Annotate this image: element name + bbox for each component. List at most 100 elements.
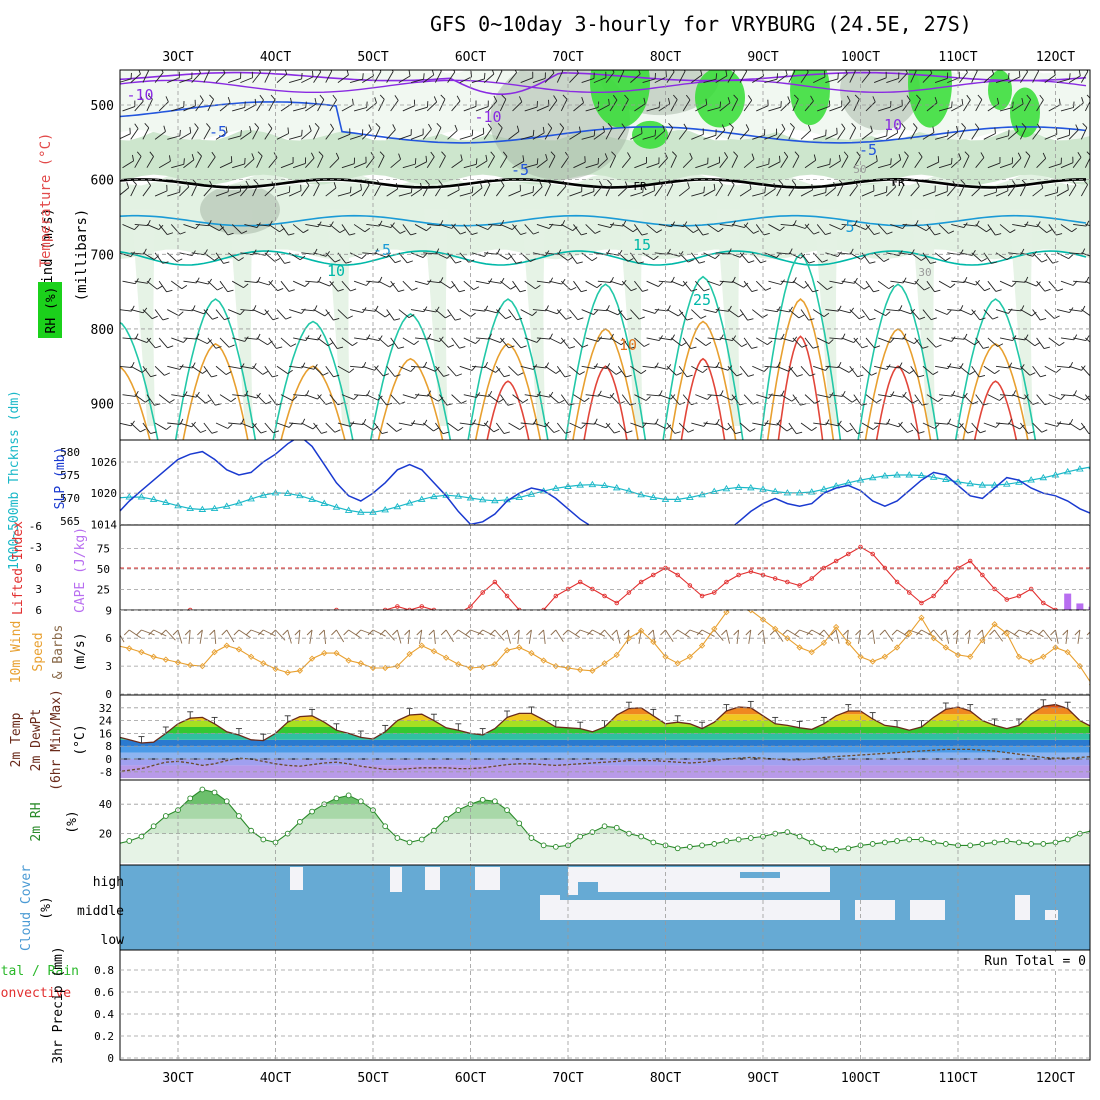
wind-barb-staff xyxy=(390,337,399,349)
wind-barb-feather xyxy=(498,398,504,403)
wind-barb-feather xyxy=(870,125,873,132)
wind-barb xyxy=(451,154,463,169)
wind-barb-staff xyxy=(349,189,362,197)
wind-barb-feather xyxy=(425,155,428,162)
wind-barb-feather xyxy=(505,315,512,320)
wind-barb-feather xyxy=(768,158,770,165)
wind-barb-feather xyxy=(768,393,773,399)
wind-barb xyxy=(548,337,566,345)
wind10-barb-feather xyxy=(660,629,666,636)
wind10-barb xyxy=(1030,629,1044,638)
wind-barb-feather xyxy=(951,336,956,342)
wind10-speed-point xyxy=(1003,630,1010,637)
wind-barb xyxy=(1094,366,1100,376)
wind-barb-staff xyxy=(398,422,412,426)
wind-barb-staff xyxy=(963,280,977,286)
ytick-upper: 600 xyxy=(91,174,114,189)
wind-barb-staff xyxy=(878,163,891,169)
wind-barb-staff xyxy=(532,186,543,197)
wind-barb-staff xyxy=(402,280,413,291)
wind-barb-staff xyxy=(134,156,142,168)
wind-barb xyxy=(313,179,320,197)
wind-barb-staff xyxy=(451,224,461,235)
wind-barb-staff xyxy=(120,78,132,83)
wind-barb-feather xyxy=(163,125,166,132)
wind-barb-staff xyxy=(329,337,338,349)
wind-barb-feather xyxy=(318,70,322,73)
wind-barb-staff xyxy=(691,309,702,319)
wind-barb-feather xyxy=(580,423,586,429)
wind-barb-feather xyxy=(1095,344,1100,347)
wind-barb-staff xyxy=(426,101,437,112)
wind-barb-feather xyxy=(924,286,930,291)
wind-barb xyxy=(228,363,245,370)
wind-barb-staff xyxy=(898,72,908,83)
wind-barb xyxy=(690,252,706,264)
wind-barb-feather xyxy=(227,289,234,293)
wind-barb-staff xyxy=(569,309,579,320)
wind-barb-staff xyxy=(959,127,966,140)
cloud-gap xyxy=(578,867,598,882)
wind10-barb-feather xyxy=(428,629,435,636)
thickness-point xyxy=(917,471,926,478)
thickness-point xyxy=(417,495,426,502)
wind-barb-feather xyxy=(520,232,527,236)
wind-barb-feather xyxy=(299,255,306,261)
wind-barb-feather xyxy=(604,153,608,160)
wind-barb xyxy=(975,94,983,112)
wind-barb xyxy=(951,98,964,112)
thickness-point xyxy=(405,499,414,506)
wind-barb-staff xyxy=(154,422,167,430)
wind-barb-feather xyxy=(244,336,249,342)
wind10-barb-feather xyxy=(879,629,886,636)
wind-barb-feather xyxy=(806,70,809,73)
wind-barb xyxy=(378,280,395,288)
wind-barb xyxy=(642,184,655,197)
wind-barb-feather xyxy=(1084,395,1090,401)
wind-barb-feather xyxy=(459,289,466,293)
wind-barb-feather xyxy=(671,151,677,157)
wind-barb-staff xyxy=(195,155,202,168)
wind-barb xyxy=(349,183,362,197)
ylabel-temperature: Temperature (°C) xyxy=(38,133,54,268)
wind-barb-staff xyxy=(971,128,980,140)
wind-barb-feather xyxy=(398,153,402,160)
ylabel-slp: SLP (mb) xyxy=(53,447,68,510)
wind-barb-staff xyxy=(305,280,319,283)
wind-barb-staff xyxy=(386,422,397,432)
wind-barb-staff xyxy=(926,394,939,402)
wind-barb-staff xyxy=(228,135,241,140)
wind-barb-staff xyxy=(439,280,451,289)
wind-barb-feather xyxy=(460,154,463,161)
wind-barb xyxy=(120,420,135,427)
wind-barb-staff xyxy=(902,155,909,168)
wind-barb-staff xyxy=(617,128,626,140)
wind-barb-staff xyxy=(630,309,640,320)
wind-barb-feather xyxy=(838,154,841,161)
wind-barb-staff xyxy=(471,422,485,427)
wind-barb-staff xyxy=(877,224,888,235)
wind-barb-feather xyxy=(778,179,784,185)
wind-barb-staff xyxy=(219,161,233,169)
lifted-index-point xyxy=(152,622,156,626)
wind-barb xyxy=(215,185,229,197)
wind-barb-feather xyxy=(379,151,385,157)
wind-barb-staff xyxy=(873,252,885,262)
cloud-gap xyxy=(390,867,402,892)
wind-barb xyxy=(743,224,760,234)
wind-barb xyxy=(232,101,246,112)
wind-barb xyxy=(475,154,488,169)
wind-barb-feather xyxy=(533,231,540,235)
wind-barb-staff xyxy=(678,309,688,321)
wind-barb-staff xyxy=(715,252,729,255)
wind-barb-feather xyxy=(961,98,964,105)
wind-barb xyxy=(743,280,758,293)
wind-barb-staff xyxy=(1036,158,1047,169)
wind-barb xyxy=(776,422,793,432)
wind-barb xyxy=(1044,421,1062,427)
wind-barb xyxy=(569,309,584,321)
wind-barb xyxy=(1036,94,1044,112)
wind-barb xyxy=(264,181,275,197)
wind-barb-staff xyxy=(1068,184,1077,197)
wind-barb-staff xyxy=(634,162,647,169)
